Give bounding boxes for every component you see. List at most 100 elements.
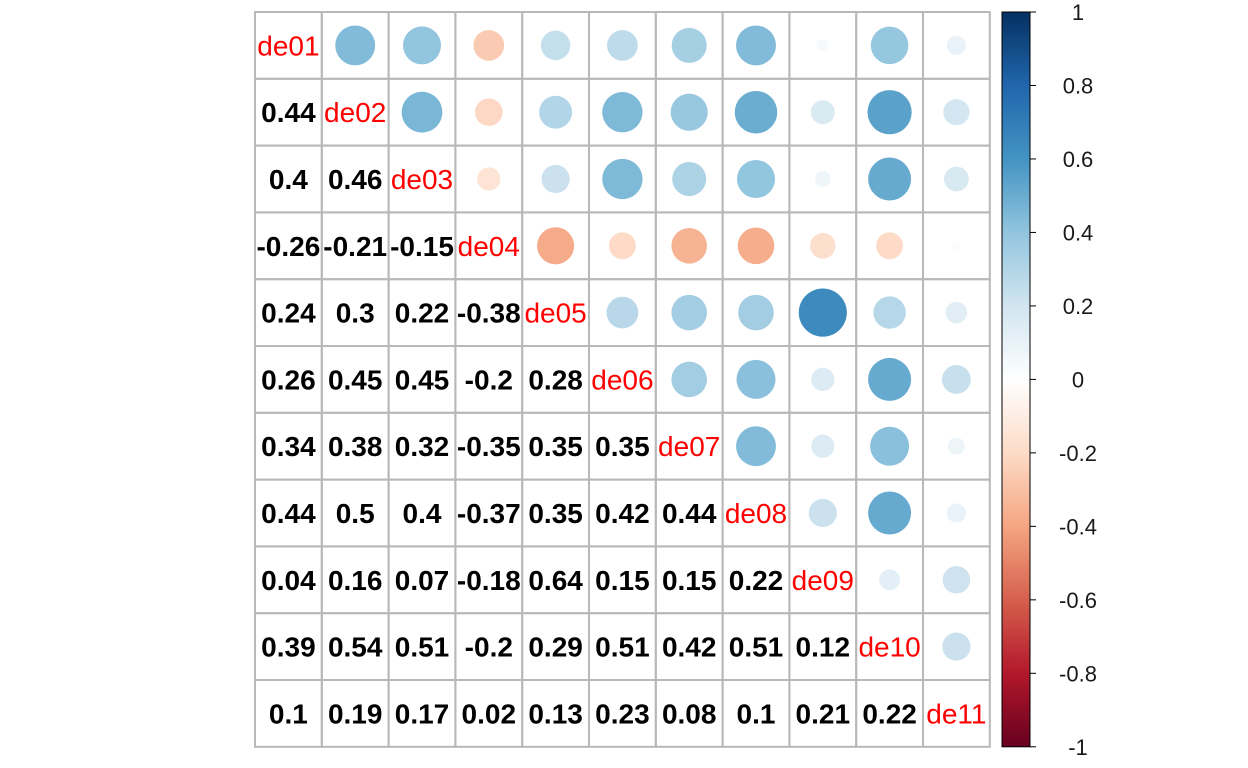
correlation-circle <box>810 100 835 125</box>
correlation-coefficient: -0.38 <box>457 298 521 329</box>
color-bar-tick-label: 0.2 <box>1063 294 1094 319</box>
correlation-circle <box>541 164 570 194</box>
correlation-circle <box>602 92 643 133</box>
correlation-circle <box>602 158 643 200</box>
variable-label: de04 <box>458 231 520 262</box>
correlation-circles <box>335 25 971 661</box>
correlation-coefficient: 0.39 <box>261 632 316 663</box>
matrix-cell <box>922 679 991 748</box>
correlation-circle <box>738 294 774 331</box>
variable-label: de09 <box>792 565 854 596</box>
correlation-circle <box>473 30 505 61</box>
color-bar-tick-label: 0.4 <box>1063 220 1094 245</box>
correlation-circle <box>870 26 909 65</box>
correlation-circle <box>737 227 775 265</box>
correlation-coefficient: 0.34 <box>261 431 316 462</box>
color-legend: -1 -0.8 -0.6 -0.4 -0.2 0 0.2 0.4 0.6 0.8 1 <box>1001 0 1097 760</box>
correlation-coefficient: 0.35 <box>595 431 650 462</box>
correlation-coefficient: 0.45 <box>328 364 383 395</box>
correlation-coefficient: 0.46 <box>328 164 383 195</box>
correlation-circle <box>736 25 776 66</box>
correlation-circle <box>335 25 376 66</box>
correlation-circle <box>671 294 707 331</box>
correlation-circle <box>816 39 829 52</box>
correlation-coefficient: 0.15 <box>595 565 650 596</box>
correlation-circle <box>672 162 707 196</box>
matrix-cells <box>254 11 991 748</box>
correlation-circle <box>814 171 831 187</box>
correlation-circle <box>607 30 638 61</box>
correlation-coefficient: 0.44 <box>261 97 316 128</box>
correlation-coefficient: 0.22 <box>395 298 450 329</box>
correlation-coefficient: 0.3 <box>336 298 375 329</box>
correlation-coefficient: 0.38 <box>328 431 383 462</box>
correlation-coefficient: 0.42 <box>595 498 650 529</box>
correlation-circle <box>734 90 778 134</box>
correlation-coefficient: -0.18 <box>457 565 521 596</box>
correlation-circle <box>946 503 966 523</box>
correlation-circle <box>868 357 912 401</box>
correlation-coefficient: 0.22 <box>862 698 917 729</box>
correlation-coefficient: -0.21 <box>323 231 387 262</box>
correlation-circle <box>942 632 971 661</box>
color-bar-tick-label: 0.6 <box>1063 147 1094 172</box>
correlation-coefficient: 0.64 <box>528 565 583 596</box>
variable-label: de10 <box>858 632 920 663</box>
correlation-circle <box>401 91 443 133</box>
correlation-coefficient: 0.22 <box>729 565 784 596</box>
correlation-coefficient: 0.04 <box>261 565 316 596</box>
color-bar-tick-label: -0.4 <box>1059 514 1097 539</box>
correlation-circle <box>943 99 970 126</box>
correlation-coefficient: -0.2 <box>465 632 513 663</box>
correlation-coefficient: 0.5 <box>336 498 375 529</box>
correlation-coefficient: 0.35 <box>528 431 583 462</box>
correlation-coefficient: 0.1 <box>269 698 308 729</box>
correlation-coefficient: 0.54 <box>328 632 383 663</box>
correlation-circle <box>608 232 636 260</box>
correlation-circle <box>402 26 442 65</box>
correlation-circle <box>539 95 573 129</box>
correlation-circle <box>879 569 901 591</box>
correlation-circle <box>670 93 708 131</box>
correlation-circle <box>952 241 961 251</box>
correlation-circle <box>671 27 707 63</box>
correlation-circle <box>477 167 501 191</box>
correlation-circle <box>810 233 836 259</box>
correlation-circle <box>475 98 503 126</box>
correlation-coefficient: -0.35 <box>457 431 521 462</box>
correlation-circle <box>945 301 968 324</box>
correlation-circle <box>868 157 912 201</box>
correlation-circle <box>736 359 776 399</box>
correlation-circle <box>867 90 912 135</box>
correlation-coefficient: 0.51 <box>595 632 650 663</box>
correlation-coefficient: 0.24 <box>261 298 316 329</box>
variable-label: de06 <box>591 364 653 395</box>
correlation-coefficient: 0.26 <box>261 364 316 395</box>
correlation-circle <box>537 227 575 265</box>
correlation-coefficient: 0.23 <box>595 698 650 729</box>
correlation-coefficient: 0.17 <box>395 698 450 729</box>
correlation-circle <box>736 159 776 199</box>
correlation-circle <box>811 434 835 458</box>
correlation-circle <box>942 566 971 594</box>
correlation-coefficient: -0.2 <box>465 364 513 395</box>
correlation-coefficient: 0.29 <box>528 632 583 663</box>
correlation-circle <box>798 288 847 337</box>
variable-label: de03 <box>391 164 453 195</box>
correlation-circle <box>868 491 912 535</box>
correlation-coefficient: 0.4 <box>269 164 308 195</box>
correlation-coefficient: 0.45 <box>395 364 450 395</box>
correlation-circle <box>671 361 707 398</box>
correlation-coefficient: 0.02 <box>462 698 517 729</box>
variable-label: de02 <box>324 97 386 128</box>
correlation-circle <box>944 166 969 192</box>
correlation-coefficient: 0.15 <box>662 565 717 596</box>
correlation-coefficient: 0.35 <box>528 498 583 529</box>
correlation-circle <box>811 367 835 392</box>
color-bar-tick-label: -0.6 <box>1059 588 1097 613</box>
color-bar-tick-label: -1 <box>1068 735 1088 760</box>
correlation-coefficient: 0.28 <box>528 364 583 395</box>
correlation-circle <box>671 228 707 264</box>
correlation-coefficient: 0.51 <box>729 632 784 663</box>
variable-label: de01 <box>257 30 319 61</box>
